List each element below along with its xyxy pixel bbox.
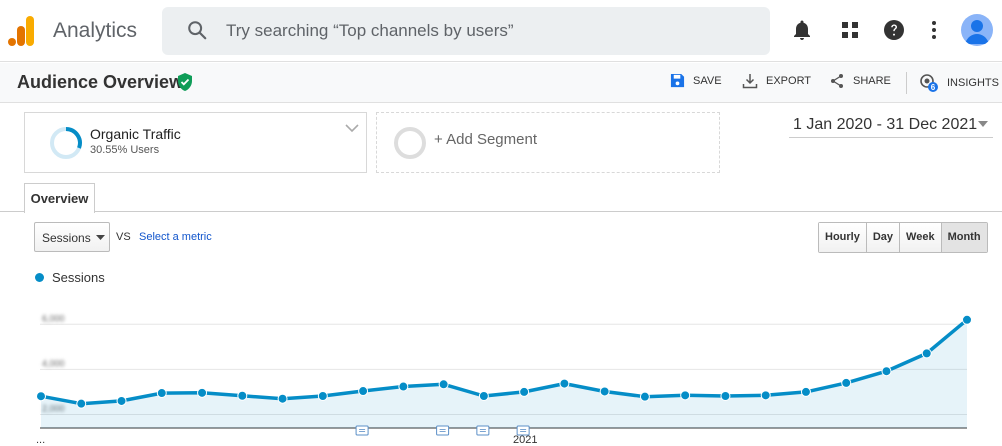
- share-button[interactable]: SHARE: [829, 73, 891, 89]
- sessions-line: [40, 318, 969, 406]
- data-point: [277, 393, 288, 404]
- caret-down-icon: [96, 235, 105, 240]
- data-point: [921, 348, 932, 359]
- sessions-chart: 6,000 4,000 2,000 ... 2021: [36, 313, 972, 446]
- y-tick-label: 4,000: [42, 358, 65, 368]
- metric-select[interactable]: Sessions: [34, 222, 110, 252]
- apps-grid-icon[interactable]: [838, 18, 862, 42]
- share-icon: [831, 74, 843, 88]
- data-point: [599, 386, 610, 397]
- segment-organic-traffic[interactable]: Organic Traffic 30.55% Users: [24, 112, 367, 173]
- user-icon: [965, 20, 989, 44]
- export-label: EXPORT: [766, 75, 812, 87]
- share-label: SHARE: [853, 75, 891, 87]
- tab-divider: [0, 211, 1002, 212]
- data-point: [800, 386, 811, 397]
- save-label: SAVE: [693, 74, 722, 87]
- segment-name: Organic Traffic: [90, 126, 181, 142]
- annotation-box: [355, 425, 369, 436]
- tab-overview[interactable]: Overview: [24, 183, 95, 213]
- data-point: [478, 390, 489, 401]
- data-point: [639, 391, 650, 402]
- legend-label: Sessions: [52, 270, 105, 285]
- save-icon: [670, 73, 685, 88]
- y-tick-label: 2,000: [42, 403, 65, 413]
- avatar[interactable]: [961, 14, 993, 46]
- metric-select-value: Sessions: [42, 231, 91, 245]
- data-point: [36, 391, 46, 402]
- select-metric-link[interactable]: Select a metric: [139, 231, 212, 243]
- add-segment-label: + Add Segment: [434, 131, 537, 148]
- data-point: [438, 379, 449, 390]
- segment-users-percent: 30.55% Users: [90, 144, 160, 156]
- data-point: [680, 390, 691, 401]
- data-point: [720, 390, 731, 401]
- sessions-area: [41, 319, 967, 428]
- annotation-icon[interactable]: [355, 425, 369, 436]
- export-button[interactable]: EXPORT: [742, 73, 811, 89]
- date-range-label: 1 Jan 2020 - 31 Dec 2021: [793, 116, 978, 133]
- more-vert-icon[interactable]: [922, 18, 946, 42]
- data-point: [197, 387, 208, 398]
- report-header: Audience Overview SAVE EXPORT SHARE 6 IN…: [0, 63, 1002, 103]
- month-button[interactable]: Month: [940, 223, 987, 252]
- day-button[interactable]: Day: [865, 223, 900, 252]
- vs-label: VS: [116, 231, 131, 243]
- add-segment[interactable]: + Add Segment: [376, 112, 720, 173]
- search-icon[interactable]: [186, 19, 208, 41]
- x-axis-label: ...: [36, 434, 45, 446]
- chevron-down-icon[interactable]: [345, 123, 359, 133]
- data-point: [237, 390, 248, 401]
- verified-shield-icon: [178, 73, 192, 91]
- granularity-toggle: Hourly Day Week Month: [818, 222, 988, 253]
- help-icon[interactable]: [882, 18, 906, 42]
- top-bar: Analytics Try searching “Top channels by…: [0, 0, 1002, 62]
- empty-segment-circle-icon: [394, 127, 426, 159]
- data-point: [358, 386, 369, 397]
- app-title[interactable]: Analytics: [53, 19, 138, 42]
- data-point: [156, 388, 167, 399]
- data-point: [760, 390, 771, 401]
- legend-marker: [35, 273, 44, 282]
- data-point: [519, 386, 530, 397]
- analytics-logo-icon[interactable]: [8, 16, 36, 46]
- annotation-box: [436, 425, 450, 436]
- data-point: [116, 395, 127, 406]
- data-point: [398, 381, 409, 392]
- insights-label: INSIGHTS: [947, 77, 999, 89]
- data-point: [962, 314, 972, 325]
- divider: [906, 72, 907, 94]
- caret-down-icon: [978, 121, 988, 127]
- data-point: [317, 390, 328, 401]
- segment-donut-icon: [50, 127, 82, 159]
- date-range-picker[interactable]: 1 Jan 2020 - 31 Dec 2021: [789, 112, 993, 138]
- hourly-button[interactable]: Hourly: [819, 223, 866, 252]
- data-point: [559, 378, 570, 389]
- x-axis-label: 2021: [513, 434, 537, 446]
- annotation-icon[interactable]: [436, 425, 450, 436]
- data-point: [881, 366, 892, 377]
- annotation-box: [516, 425, 530, 436]
- week-button[interactable]: Week: [899, 223, 941, 252]
- save-button[interactable]: SAVE: [670, 73, 722, 88]
- insights-button[interactable]: 6 INSIGHTS: [919, 73, 999, 93]
- y-tick-label: 6,000: [42, 313, 65, 323]
- annotation-icon[interactable]: [516, 425, 530, 436]
- insights-badge: 6: [931, 83, 936, 92]
- search-box[interactable]: Try searching “Top channels by users”: [162, 7, 770, 55]
- bell-icon[interactable]: [790, 18, 814, 42]
- download-icon: [742, 74, 758, 89]
- page-title: Audience Overview: [17, 72, 184, 92]
- annotation-box: [476, 425, 490, 436]
- insights-icon: 6: [920, 74, 938, 92]
- search-input[interactable]: Try searching “Top channels by users”: [226, 21, 514, 40]
- data-point: [76, 398, 87, 409]
- annotation-icon[interactable]: [476, 425, 490, 436]
- data-point: [841, 377, 852, 388]
